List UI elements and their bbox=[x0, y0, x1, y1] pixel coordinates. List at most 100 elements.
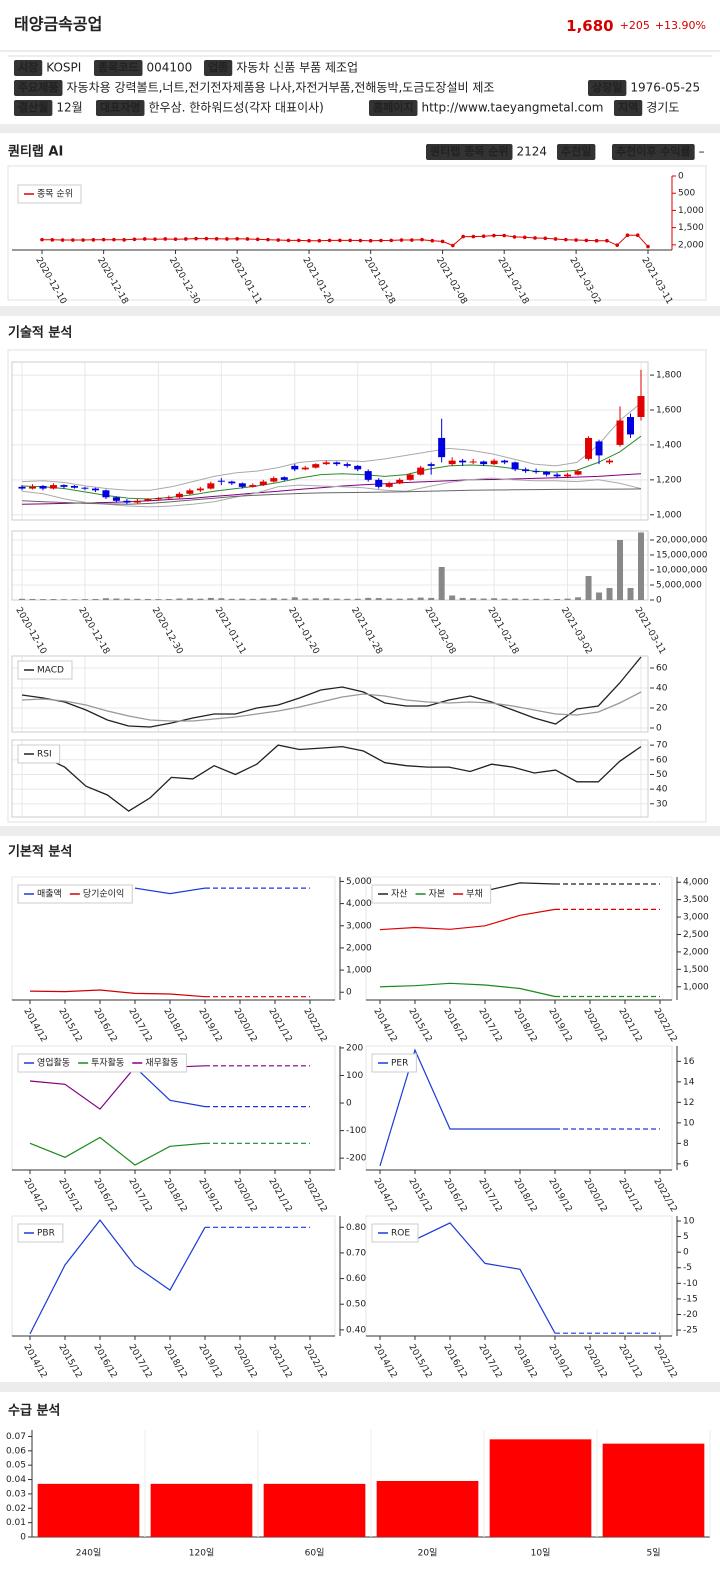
volume-bar bbox=[396, 598, 403, 600]
candle-body bbox=[207, 483, 215, 489]
field-label: 추천이후 수익률 bbox=[616, 144, 691, 158]
rank-point bbox=[574, 238, 578, 242]
chart-frame bbox=[7, 349, 707, 823]
candle-body bbox=[18, 486, 26, 489]
candle-body bbox=[217, 480, 225, 482]
y-tick-label: 0.50 bbox=[346, 1300, 366, 1310]
plot-frame bbox=[11, 361, 649, 521]
rank-point bbox=[605, 238, 609, 243]
y-tick-label: 1,000 bbox=[683, 982, 709, 992]
rank-point bbox=[286, 238, 291, 243]
volume-bar bbox=[165, 599, 172, 600]
legend-box bbox=[17, 744, 61, 764]
price-line: 1,680 +205 +13.90% bbox=[566, 17, 706, 35]
rank-point bbox=[543, 236, 548, 241]
volume-bar bbox=[638, 532, 644, 600]
volume-bar bbox=[375, 598, 382, 600]
rank-point bbox=[379, 238, 383, 243]
y-tick-label: 0.70 bbox=[346, 1248, 366, 1258]
rank-point bbox=[358, 238, 363, 243]
field-value: 004100 bbox=[146, 61, 192, 75]
volume-bar bbox=[228, 598, 235, 600]
rsi-line bbox=[22, 744, 642, 812]
volume-bar bbox=[260, 598, 267, 600]
field-label: 퀀티랩 종목 순위 bbox=[430, 144, 509, 158]
candle-body bbox=[564, 474, 572, 477]
rank-point bbox=[389, 238, 394, 243]
rank-point bbox=[533, 236, 537, 240]
y-tick-label: 3,000 bbox=[683, 913, 709, 923]
rank-point bbox=[461, 234, 465, 239]
rank-point bbox=[91, 238, 96, 242]
y-tick-label: 1,600 bbox=[656, 406, 682, 416]
rank-point bbox=[327, 238, 332, 243]
rank-point bbox=[522, 235, 527, 240]
volume-bar bbox=[438, 567, 445, 600]
bar bbox=[263, 1483, 366, 1537]
legend-label: RSI bbox=[37, 750, 52, 760]
legend-label: 재무활동 bbox=[145, 1057, 178, 1069]
y-tick-label: 1,800 bbox=[656, 371, 682, 381]
legend-label: 부채 bbox=[466, 889, 483, 900]
series-line bbox=[379, 908, 556, 931]
volume-bar bbox=[585, 576, 592, 600]
candle-body bbox=[385, 483, 393, 487]
bar bbox=[150, 1483, 253, 1537]
y-tick-label: 500 bbox=[678, 189, 695, 199]
rank-point bbox=[60, 238, 65, 242]
y-tick-label: 1,000 bbox=[678, 206, 704, 216]
legend-box bbox=[17, 660, 73, 680]
rank-point bbox=[235, 237, 239, 241]
rank-point bbox=[50, 238, 55, 242]
y-tick-label: 3,000 bbox=[346, 921, 372, 931]
rank-point bbox=[255, 237, 260, 242]
y-tick-label: 14 bbox=[683, 1077, 695, 1087]
y-tick-label: 3,500 bbox=[683, 895, 709, 905]
y-tick-label: 12 bbox=[683, 1098, 694, 1108]
homepage-link[interactable]: http://www.taeyangmetal.com bbox=[421, 101, 603, 115]
y-tick-label: 0 bbox=[20, 1533, 26, 1543]
candle-body bbox=[522, 469, 530, 472]
legend-label: 매출액 bbox=[37, 888, 62, 900]
rank-point bbox=[615, 243, 619, 247]
y-tick-label: 4,000 bbox=[683, 878, 709, 888]
volume-bar bbox=[71, 599, 78, 600]
moving-average bbox=[21, 477, 642, 508]
legend-box bbox=[17, 184, 82, 204]
legend-box bbox=[17, 1223, 64, 1243]
series-line bbox=[29, 1136, 206, 1166]
candle-body bbox=[532, 471, 540, 473]
field-label-box bbox=[96, 100, 145, 116]
field-label-box bbox=[557, 144, 596, 160]
rank-point bbox=[584, 238, 589, 243]
volume-bar bbox=[606, 588, 613, 600]
rank-point bbox=[225, 237, 229, 241]
candle-body bbox=[39, 485, 47, 489]
y-tick-label: 2,000 bbox=[346, 943, 372, 953]
legend-label: PBR bbox=[37, 1229, 55, 1239]
y-tick-label: 16 bbox=[683, 1057, 695, 1067]
candle-body bbox=[175, 493, 183, 498]
volume-bar bbox=[491, 598, 498, 600]
rank-point bbox=[646, 244, 650, 249]
volume-bar bbox=[60, 599, 67, 600]
candle-body bbox=[406, 474, 414, 480]
field-label-box bbox=[94, 60, 143, 76]
field-value: 자동차용 강력볼트,너트,전기전자제품용 나사,자전거부품,전해동박,도금도장설… bbox=[66, 81, 494, 95]
y-tick-label: 0 bbox=[678, 172, 684, 182]
volume-bar bbox=[176, 598, 183, 600]
y-tick-label: 0.06 bbox=[6, 1446, 26, 1456]
volume-bar bbox=[365, 597, 372, 600]
candle-body bbox=[228, 481, 236, 484]
legend-label: PER bbox=[391, 1059, 408, 1069]
stock-name: 태양금속공업 bbox=[14, 15, 102, 34]
rank-point bbox=[348, 238, 352, 243]
y-tick-label: 0.07 bbox=[6, 1432, 26, 1442]
volume-bar bbox=[291, 597, 298, 600]
volume-bar bbox=[470, 598, 477, 600]
volume-bar bbox=[627, 588, 634, 600]
rank-point bbox=[296, 238, 301, 243]
volume-bar bbox=[480, 598, 487, 600]
volume-bar bbox=[134, 598, 141, 600]
volume-bar bbox=[92, 598, 99, 600]
